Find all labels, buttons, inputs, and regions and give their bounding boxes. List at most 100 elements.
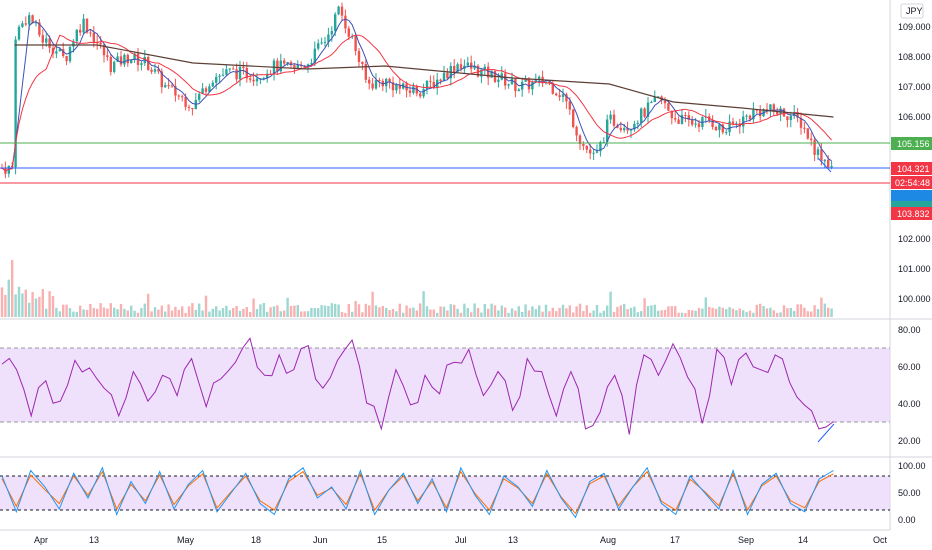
candle-body <box>320 42 323 44</box>
candle-body <box>361 61 364 65</box>
volume-bar <box>711 307 714 317</box>
volume-bars <box>0 260 833 317</box>
candle-body <box>796 112 799 118</box>
volume-bar <box>361 312 364 317</box>
volume-bar <box>742 310 745 317</box>
volume-bar <box>660 310 663 317</box>
candle-body <box>636 122 639 124</box>
candle-body <box>412 86 415 93</box>
candle-body <box>772 104 775 112</box>
volume-bar <box>646 306 650 317</box>
price-axis[interactable]: JPY 109.000 108.000 107.000 106.000 102.… <box>891 3 932 304</box>
volume-bar <box>748 310 752 317</box>
tag-last-price <box>891 162 932 175</box>
volume-bar <box>776 312 779 317</box>
time-tick: Oct <box>873 535 888 545</box>
volume-bar <box>643 298 646 317</box>
volume-bar <box>143 303 146 317</box>
price-tick: 107.000 <box>898 82 931 92</box>
volume-bar <box>191 303 194 317</box>
volume-bar <box>245 307 248 317</box>
candle-body <box>211 82 214 87</box>
candle-body <box>446 72 449 79</box>
candle-body <box>17 26 21 40</box>
candle-body <box>459 64 463 69</box>
time-tick: Jul <box>455 535 467 545</box>
volume-bar <box>616 306 619 317</box>
candle-body <box>147 56 150 70</box>
volume-bar <box>453 304 456 317</box>
candle-body <box>391 82 395 91</box>
volume-bar <box>371 291 374 317</box>
trend-line-price[interactable] <box>817 157 832 173</box>
candle-body <box>41 35 44 43</box>
volume-bar <box>439 306 442 317</box>
candle-body <box>58 49 61 52</box>
candle-body <box>255 78 259 82</box>
volume-bar <box>721 307 724 317</box>
volume-bar <box>102 307 106 317</box>
candle-body <box>602 141 605 143</box>
volume-bar <box>786 308 789 317</box>
candle-body <box>442 72 446 81</box>
volume-bar <box>303 311 306 317</box>
volume-bar <box>677 312 680 317</box>
candle-body <box>317 43 320 49</box>
volume-bar <box>663 309 667 317</box>
rsi-tick: 20.00 <box>898 436 921 446</box>
volume-bar <box>150 311 153 317</box>
candle-body <box>670 110 673 119</box>
candle-body <box>167 85 170 87</box>
volume-bar <box>160 305 163 317</box>
volume-bar <box>561 304 565 317</box>
candle-body <box>480 69 483 77</box>
stoch-k-line <box>1 466 834 519</box>
volume-bar <box>65 304 68 317</box>
candle-body <box>714 126 718 131</box>
volume-bar <box>170 310 174 317</box>
volume-bar <box>157 309 160 317</box>
tag-teal-marker <box>891 201 932 207</box>
trend-line-rsi[interactable] <box>817 423 835 443</box>
time-axis[interactable]: Apr 13 May 18 Jun 15 Jul 13 Aug 17 Sep 1… <box>34 535 888 545</box>
volume-bar <box>544 304 548 317</box>
volume-bar <box>218 310 221 317</box>
stoch-series <box>1 466 834 519</box>
volume-bar <box>327 305 330 317</box>
stoch-axis[interactable]: 100.00 50.00 0.00 <box>898 461 926 525</box>
volume-bar <box>799 304 803 317</box>
rsi-axis[interactable]: 80.00 60.00 40.00 20.00 <box>898 325 921 446</box>
volume-bar <box>609 291 612 317</box>
candle-body <box>755 109 758 111</box>
volume-bar <box>412 307 415 317</box>
volume-bar <box>517 306 520 317</box>
candle-body <box>786 116 789 121</box>
candle-body <box>337 6 340 15</box>
candle-body <box>38 22 41 36</box>
candle-body <box>691 119 694 125</box>
rsi-tick: 80.00 <box>898 325 921 335</box>
moving-averages <box>1 18 834 172</box>
candle-body <box>415 86 418 94</box>
volume-bar <box>317 308 320 317</box>
volume-bar <box>619 305 622 317</box>
candle-body <box>218 75 221 77</box>
volume-bar <box>827 307 830 317</box>
volume-bar <box>470 312 473 317</box>
volume-bar <box>500 305 503 317</box>
candle-body <box>694 123 697 125</box>
volume-bar <box>147 293 150 317</box>
volume-bar <box>684 312 687 317</box>
candle-body <box>228 68 231 70</box>
volume-bar <box>602 310 605 317</box>
volume-bar <box>762 306 765 317</box>
volume-bar <box>395 311 398 317</box>
candle-body <box>589 149 592 154</box>
candle-body <box>592 152 595 154</box>
candle-body <box>191 107 194 110</box>
volume-bar <box>334 303 337 317</box>
candle-body <box>769 104 772 112</box>
candle-body <box>619 127 622 131</box>
volume-bar <box>4 294 7 317</box>
